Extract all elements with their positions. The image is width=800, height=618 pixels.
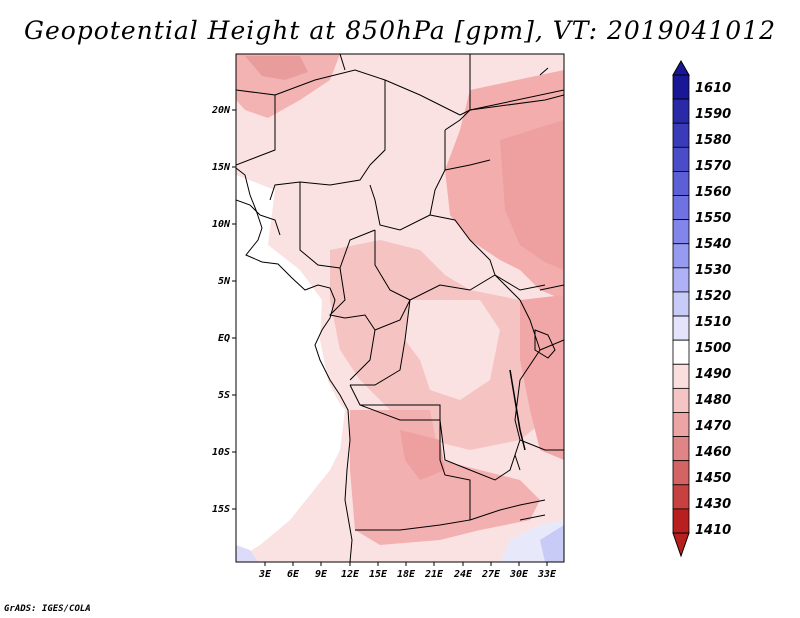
map-frame <box>235 53 565 563</box>
colorbar: 1610 1590 1580 1570 1560 1550 1540 1530 … <box>672 59 731 558</box>
lon-label: 27E <box>481 569 501 580</box>
longitude-axis: 3E 6E 9E 12E 15E 18E 21E 24E 27E 30E 33E <box>258 562 557 580</box>
colorbar-bottom-arrow <box>672 532 690 558</box>
colorbar-label: 1430 <box>695 497 731 512</box>
colorbar-swatch <box>672 74 690 100</box>
colorbar-label: 1590 <box>695 107 731 122</box>
lon-label: 21E <box>424 569 444 580</box>
colorbar-swatch <box>672 508 690 534</box>
lon-label: 3E <box>258 569 272 580</box>
colorbar-swatch <box>672 363 690 389</box>
lat-label: 15N <box>212 162 231 173</box>
colorbar-label: 1520 <box>695 289 731 304</box>
colorbar-swatch <box>672 219 690 245</box>
colorbar-swatch <box>672 267 690 293</box>
lon-label: 18E <box>397 569 416 580</box>
colorbar-swatch <box>672 339 690 365</box>
lat-label: EQ <box>218 333 230 344</box>
lat-label: 5N <box>218 276 231 287</box>
colorbar-swatch <box>672 146 690 172</box>
colorbar-swatch <box>672 122 690 148</box>
colorbar-label: 1610 <box>695 81 731 96</box>
lon-label: 33E <box>537 569 557 580</box>
colorbar-label: 1560 <box>695 185 731 200</box>
colorbar-label: 1410 <box>695 523 731 538</box>
height-field <box>236 54 564 562</box>
colorbar-label: 1570 <box>695 159 731 174</box>
lon-label: 9E <box>315 569 328 580</box>
colorbar-label: 1530 <box>695 263 731 278</box>
colorbar-swatch <box>672 460 690 486</box>
colorbar-swatch <box>672 436 690 462</box>
country-borders <box>236 54 564 562</box>
colorbar-swatch <box>672 291 690 317</box>
lon-label: 15E <box>369 569 388 580</box>
colorbar-swatch <box>672 315 690 341</box>
colorbar-swatch <box>672 387 690 413</box>
colorbar-swatch <box>672 171 690 196</box>
colorbar-label: 1450 <box>695 471 731 486</box>
lon-label: 30E <box>509 569 529 580</box>
colorbar-label: 1460 <box>695 445 731 460</box>
map-title: Geopotential Height at 850hPa [gpm], VT:… <box>23 16 777 45</box>
colorbar-swatch <box>672 412 690 437</box>
colorbar-segments <box>672 74 690 534</box>
lon-label: 24E <box>453 569 473 580</box>
grads-credit: GrADS: IGES/COLA <box>4 604 91 614</box>
colorbar-swatch <box>672 484 690 510</box>
colorbar-swatch <box>672 195 690 221</box>
lat-label: 20N <box>211 105 231 116</box>
lat-label: 5S <box>218 390 230 401</box>
colorbar-label: 1580 <box>695 133 731 148</box>
lat-label: 10S <box>212 447 230 458</box>
colorbar-label: 1500 <box>695 341 731 356</box>
colorbar-swatch <box>672 243 690 269</box>
colorbar-swatch <box>672 98 690 124</box>
lat-label: 15S <box>212 504 230 515</box>
colorbar-label: 1540 <box>695 237 731 252</box>
colorbar-labels: 1610 1590 1580 1570 1560 1550 1540 1530 … <box>695 81 731 538</box>
colorbar-label: 1480 <box>695 393 731 408</box>
colorbar-label: 1510 <box>695 315 731 330</box>
lat-label: 10N <box>212 219 231 230</box>
colorbar-label: 1490 <box>695 367 731 382</box>
latitude-axis: 20N 15N 10N 5N EQ 5S 10S 15S <box>211 105 236 515</box>
lon-label: 12E <box>341 569 360 580</box>
colorbar-top-arrow <box>672 59 690 76</box>
colorbar-label: 1470 <box>695 419 731 434</box>
colorbar-label: 1550 <box>695 211 731 226</box>
lon-label: 6E <box>287 569 300 580</box>
